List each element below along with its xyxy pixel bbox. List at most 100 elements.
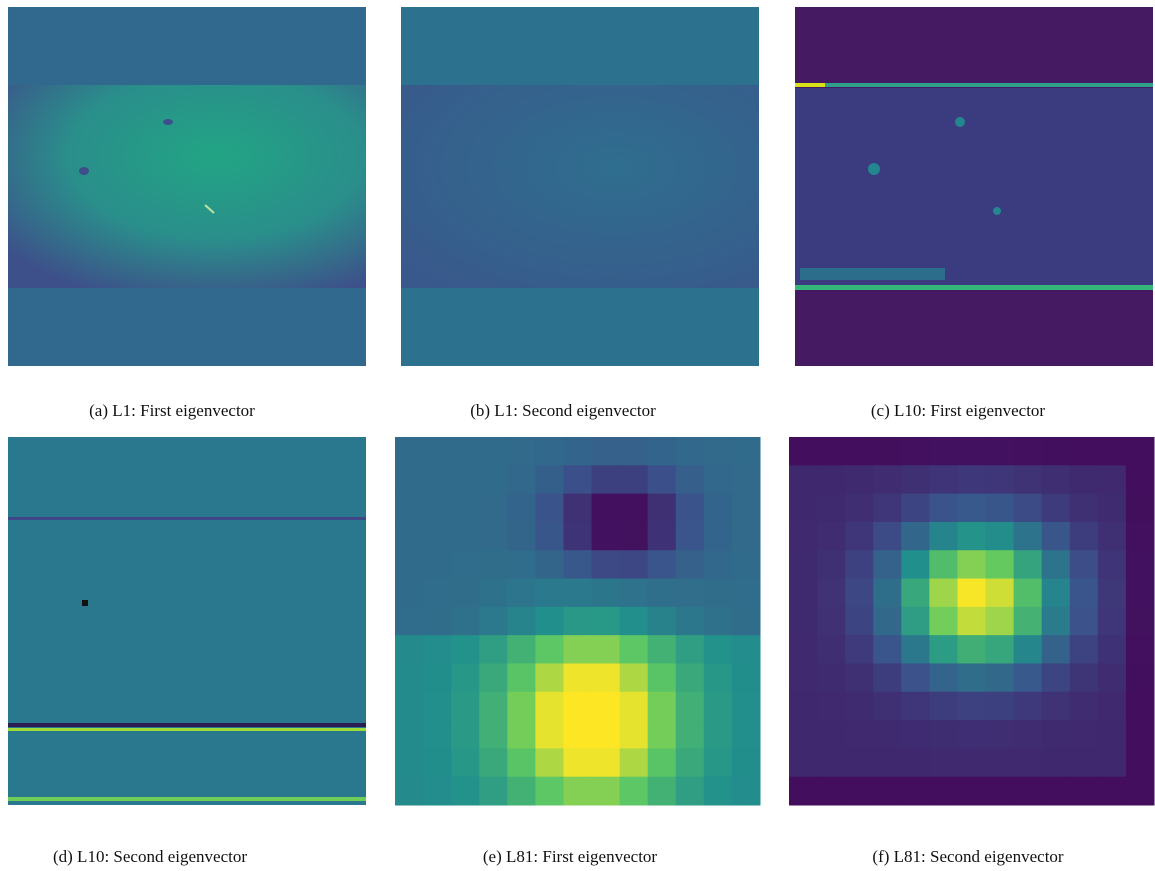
heat-cell [507,720,536,749]
heat-cell [817,635,846,664]
heat-cell [929,635,958,664]
heat-cell [845,579,874,608]
heat-cell [535,635,564,664]
heat-cell [648,692,677,721]
heat-cell [1014,607,1043,636]
heat-cell [676,437,705,466]
heat-cell [535,777,564,806]
heat-cell [1098,522,1127,551]
heat-cell [1098,437,1127,466]
heat-cell [1098,550,1127,579]
heat-cell [901,777,930,806]
heat-cell [1042,465,1071,494]
panel-a [8,7,366,366]
heat-cell [1126,494,1155,523]
heat-cell [817,579,846,608]
heat-cell [1070,494,1099,523]
heat-cell [676,494,705,523]
heat-cell [535,579,564,608]
heat-cell [817,550,846,579]
heat-cell [676,522,705,551]
heat-cell [845,465,874,494]
panel-d [8,437,366,805]
heat-cell [957,748,986,777]
heat-cell [479,550,508,579]
heat-cell [704,465,733,494]
caption: (a) L1: First eigenvector [89,401,255,420]
caption: (d) L10: Second eigenvector [53,847,247,866]
heat-cell [592,437,621,466]
heat-cell [507,663,536,692]
heat-cell [1014,777,1043,806]
heat-cell [507,692,536,721]
heat-cell [563,437,592,466]
heat-cell [901,522,930,551]
heat-cell [648,522,677,551]
heat-cell [620,720,649,749]
heat-cell [423,550,452,579]
heat-cell [423,720,452,749]
heat-cell [423,748,452,777]
heat-cell [704,635,733,664]
heat-cell [507,607,536,636]
heat-cell [451,522,480,551]
heat-cell [563,550,592,579]
heat-cell [957,465,986,494]
heat-cell [535,494,564,523]
heat-cell [592,692,621,721]
heat-cell [620,635,649,664]
panel-c [795,7,1153,366]
heat-cell [1098,748,1127,777]
heat-cell [732,663,761,692]
heat-cell [1014,579,1043,608]
heat-cell [873,494,902,523]
heat-cell [620,437,649,466]
figure: (a) L1: First eigenvector (b) L1: Second… [0,0,1155,871]
heat-cell [873,437,902,466]
heat-cell [507,748,536,777]
heat-cell [929,437,958,466]
heat-cell [957,777,986,806]
heat-cell [620,522,649,551]
heat-cell [563,465,592,494]
heat-cell [676,579,705,608]
caption: (f) L81: Second eigenvector [872,847,1064,866]
heat-cell [1014,465,1043,494]
heat-cell [479,777,508,806]
heat-cell [817,494,846,523]
heat-cell [479,607,508,636]
heat-cell [957,692,986,721]
heat-cell [451,748,480,777]
heat-cell [732,635,761,664]
heat-cell [1042,777,1071,806]
heat-cell [676,550,705,579]
heat-cell [1126,777,1155,806]
heat-cell [620,692,649,721]
panel-e [395,437,761,806]
heat-cell [1126,579,1155,608]
heat-cell [451,635,480,664]
heat-cell [423,663,452,692]
heat-cell [451,465,480,494]
heat-cell [1014,663,1043,692]
heat-cell [873,550,902,579]
heat-cell [395,720,424,749]
heat-cell [535,465,564,494]
heat-cell [535,663,564,692]
heat-cell [1070,720,1099,749]
heat-cell [423,607,452,636]
heat-cell [592,607,621,636]
heat-cell [592,720,621,749]
heat-cell [845,748,874,777]
heat-cell [1098,607,1127,636]
heat-cell [563,635,592,664]
heat-cell [845,692,874,721]
heat-cell [1042,494,1071,523]
heat-cell [620,465,649,494]
heat-cell [901,494,930,523]
heat-cell [479,748,508,777]
heat-cell [1126,635,1155,664]
heat-cell [479,522,508,551]
heat-cell [620,607,649,636]
heat-cell [1098,720,1127,749]
